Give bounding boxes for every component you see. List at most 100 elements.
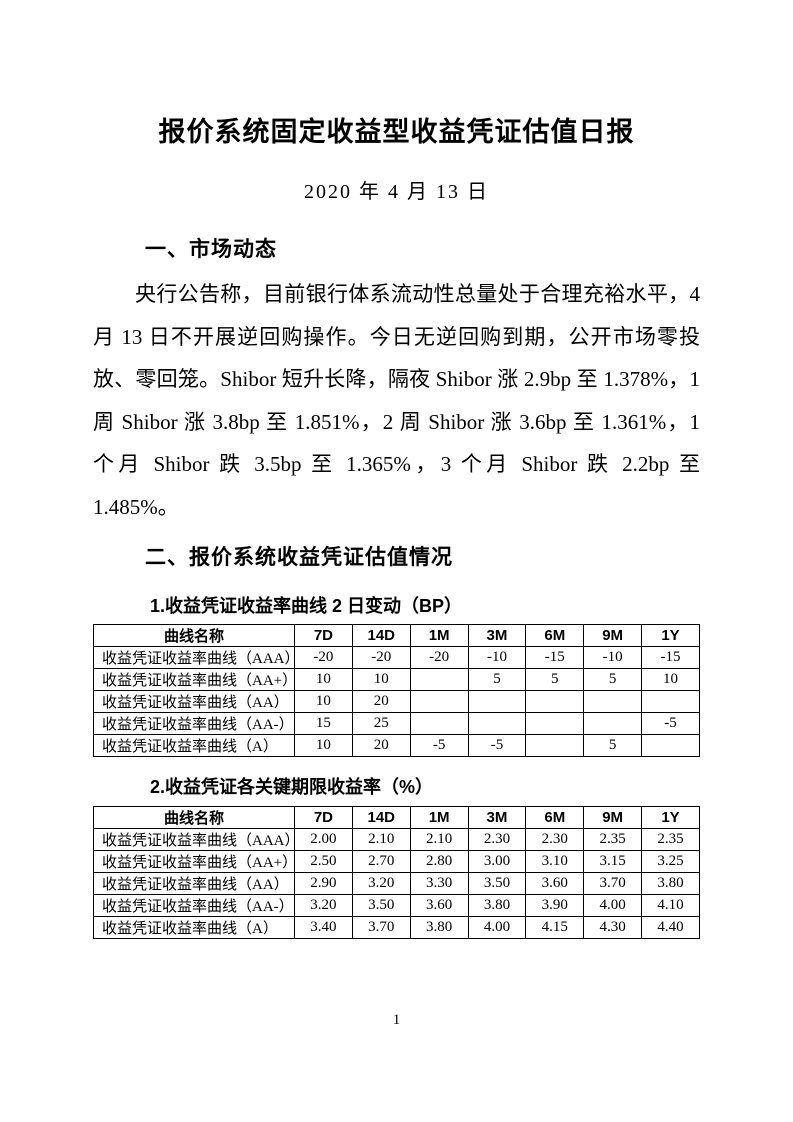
value-cell [583,690,643,714]
value-cell [641,734,700,758]
page-number: 1 [392,1012,401,1028]
value-cell: 4.00 [583,894,643,918]
tenor-header: 14D [351,624,411,648]
curve-name-cell: 收益凭证收益率曲线（AA+） [93,850,295,874]
value-cell: 2.50 [294,850,353,874]
value-cell [409,690,469,714]
value-cell: 10 [294,734,353,758]
value-cell: 3.20 [351,872,411,896]
curve-name-cell: 收益凭证收益率曲线（AA-） [93,894,295,918]
table-row: 收益凭证收益率曲线（AAA） -20 -20 -20 -10 -15 -10 -15 [93,646,700,670]
table-row: 收益凭证收益率曲线（AAA） 2.00 2.10 2.10 2.30 2.30 2.35 2.… [93,828,700,852]
value-cell: 2.10 [409,828,469,852]
value-cell: -5 [467,734,527,758]
tenor-header: 1M [409,624,469,648]
value-cell: 3.15 [583,850,643,874]
table-row: 收益凭证收益率曲线（AA-） 15 25 -5 [93,712,700,736]
curve-name-cell: 收益凭证收益率曲线（A） [93,734,295,758]
value-cell: 2.35 [583,828,643,852]
value-cell: -20 [294,646,353,670]
value-cell: 15 [294,712,353,736]
tenor-header: 1Y [641,624,700,648]
value-cell: 20 [351,690,411,714]
value-cell: 2.90 [294,872,353,896]
tenor-header: 7D [294,624,353,648]
value-cell: 3.80 [641,872,700,896]
table-header-row: 曲线名称 7D 14D 1M 3M 6M 9M 1Y [93,624,700,648]
value-cell: -15 [525,646,585,670]
value-cell: -15 [641,646,700,670]
value-cell: 3.60 [409,894,469,918]
value-cell: 2.30 [525,828,585,852]
table-row: 收益凭证收益率曲线（A） 10 20 -5 -5 5 [93,734,700,758]
value-cell: 3.70 [351,916,411,940]
value-cell: 2.10 [351,828,411,852]
value-cell [467,690,527,714]
tenor-header: 6M [525,806,585,830]
value-cell: 4.00 [467,916,527,940]
value-cell: -20 [409,646,469,670]
curve-name-cell: 收益凭证收益率曲线（AA-） [93,712,295,736]
tenor-header: 1Y [641,806,700,830]
tenor-header: 1M [409,806,469,830]
tenor-header: 7D [294,806,353,830]
curve-name-cell: 收益凭证收益率曲线（AA+） [93,668,295,692]
value-cell: 10 [294,690,353,714]
value-cell [525,712,585,736]
value-cell: 4.40 [641,916,700,940]
value-cell [525,734,585,758]
table-row: 收益凭证收益率曲线（A） 3.40 3.70 3.80 4.00 4.15 4.30 4.40 [93,916,700,940]
curve-name-header: 曲线名称 [93,624,295,648]
yield-rate-table: 曲线名称 7D 14D 1M 3M 6M 9M 1Y 收益凭证收益率曲线（AAA） 2.00 2.1… [93,806,700,940]
curve-name-cell: 收益凭证收益率曲线（A） [93,916,295,940]
value-cell: 10 [351,668,411,692]
section-heading-valuation: 二、报价系统收益凭证估值情况 [145,546,453,570]
value-cell: -20 [351,646,411,670]
value-cell: 3.50 [467,872,527,896]
value-cell: -5 [641,712,700,736]
table-row: 收益凭证收益率曲线（AA-） 3.20 3.50 3.60 3.80 3.90 4.00 4.… [93,894,700,918]
report-date: 2020 年 4 月 13 日 [304,181,489,204]
value-cell: 3.50 [351,894,411,918]
value-cell: 2.00 [294,828,353,852]
value-cell: 5 [583,668,643,692]
value-cell [641,690,700,714]
value-cell: 5 [525,668,585,692]
value-cell: 3.00 [467,850,527,874]
value-cell: 2.30 [467,828,527,852]
value-cell: 3.30 [409,872,469,896]
table-header-row: 曲线名称 7D 14D 1M 3M 6M 9M 1Y [93,806,700,830]
yield-change-table-caption: 1.收益凭证收益率曲线 2 日变动（BP） [150,595,463,616]
value-cell: 2.70 [351,850,411,874]
value-cell [525,690,585,714]
value-cell [583,712,643,736]
tenor-header: 9M [583,806,643,830]
value-cell [409,668,469,692]
value-cell: 20 [351,734,411,758]
tenor-header: 14D [351,806,411,830]
table-row: 收益凭证收益率曲线（AA） 10 20 [93,690,700,714]
curve-name-header: 曲线名称 [93,806,295,830]
value-cell: 2.35 [641,828,700,852]
market-dynamics-paragraph: 央行公告称，目前银行体系流动性总量处于合理充裕水平，4 月 13 日不开展逆回购… [93,282,700,519]
curve-name-cell: 收益凭证收益率曲线（AA） [93,690,295,714]
value-cell: 4.30 [583,916,643,940]
table-row: 收益凭证收益率曲线（AA+） 2.50 2.70 2.80 3.00 3.10 3.15 3.… [93,850,700,874]
curve-name-cell: 收益凭证收益率曲线（AA） [93,872,295,896]
value-cell: 3.10 [525,850,585,874]
value-cell: -10 [583,646,643,670]
tenor-header: 6M [525,624,585,648]
value-cell: 10 [641,668,700,692]
tenor-header: 9M [583,624,643,648]
value-cell: 3.25 [641,850,700,874]
value-cell: 3.80 [409,916,469,940]
value-cell: 3.40 [294,916,353,940]
value-cell: 5 [583,734,643,758]
yield-change-table: 曲线名称 7D 14D 1M 3M 6M 9M 1Y 收益凭证收益率曲线（AAA） -20 -20-… [93,624,700,758]
tenor-header: 3M [467,624,527,648]
value-cell: 3.90 [525,894,585,918]
value-cell: 10 [294,668,353,692]
value-cell: -10 [467,646,527,670]
value-cell: 2.80 [409,850,469,874]
